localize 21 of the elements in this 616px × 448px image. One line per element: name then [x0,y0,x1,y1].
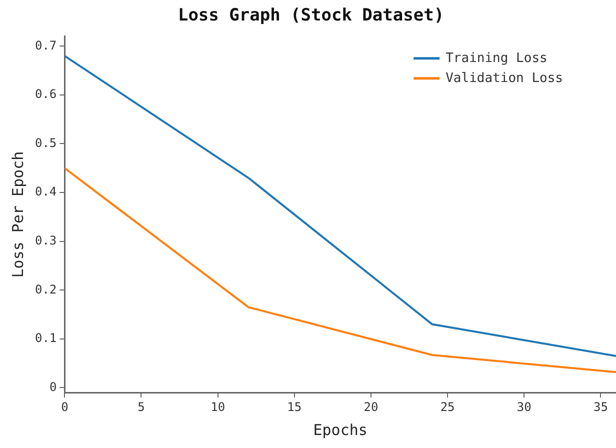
x-tick-label: 20 [364,400,378,414]
x-axis-title: Epochs [313,420,368,439]
y-tick-label: 0.7 [34,38,57,52]
y-tick-label: 0.3 [34,233,57,248]
x-tick-label: 35 [593,400,608,414]
y-tick-label: 0.1 [34,331,57,346]
x-tick-label: 5 [138,400,145,414]
x-tick-label: 25 [440,400,455,414]
y-tick-label: 0.6 [34,87,57,102]
chart-title: Loss Graph (Stock Dataset) [178,6,444,26]
legend-label: Training Loss [446,50,548,66]
y-tick-label: 0.5 [34,136,57,150]
x-tick-label: 0 [61,400,68,414]
y-tick-label: 0.4 [34,184,57,199]
y-axis-title: Loss Per Epoch [8,151,27,278]
y-tick-label: 0.2 [34,282,57,296]
legend-label: Validation Loss [446,70,564,86]
y-tick-label: 0 [49,380,57,394]
x-tick-label: 10 [210,400,226,414]
x-tick-label: 30 [516,400,532,414]
x-tick-label: 15 [287,400,302,414]
